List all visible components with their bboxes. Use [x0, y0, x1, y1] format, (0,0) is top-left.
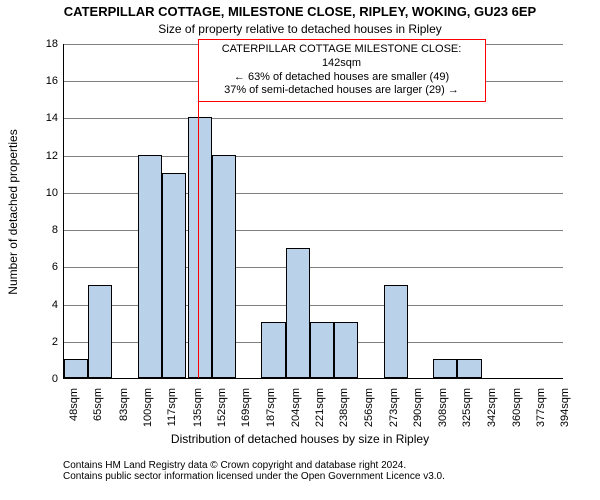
x-tick-label: 152sqm	[216, 384, 228, 438]
histogram-bar	[162, 173, 186, 378]
y-tick-label: 16	[46, 75, 64, 87]
y-tick-label: 18	[46, 38, 64, 50]
x-tick-label: 325sqm	[461, 384, 473, 438]
property-callout: CATERPILLAR COTTAGE MILESTONE CLOSE: 142…	[198, 39, 486, 102]
x-tick-label: 83sqm	[118, 384, 130, 438]
histogram-bar	[334, 322, 358, 378]
callout-line: ← 63% of detached houses are smaller (49…	[205, 71, 479, 85]
x-tick-label: 273sqm	[388, 384, 400, 438]
y-tick-label: 8	[52, 224, 64, 236]
x-tick-label: 394sqm	[559, 384, 571, 438]
x-tick-label: 360sqm	[511, 384, 523, 438]
y-tick-label: 2	[52, 336, 64, 348]
x-tick-label: 65sqm	[92, 384, 104, 438]
histogram-bar	[286, 248, 310, 378]
y-tick-label: 10	[46, 187, 64, 199]
x-tick-label: 221sqm	[314, 384, 326, 438]
x-tick-label: 48sqm	[68, 384, 80, 438]
y-tick-label: 12	[46, 150, 64, 162]
x-tick-label: 256sqm	[363, 384, 375, 438]
x-tick-label: 169sqm	[240, 384, 252, 438]
plot-area: 02468101214161848sqm65sqm83sqm100sqm117s…	[63, 44, 563, 379]
x-tick-label: 117sqm	[166, 384, 178, 438]
x-tick-label: 238sqm	[338, 384, 350, 438]
callout-line: CATERPILLAR COTTAGE MILESTONE CLOSE: 142…	[205, 43, 479, 71]
x-tick-label: 187sqm	[265, 384, 277, 438]
histogram-bar	[433, 359, 457, 378]
histogram-bar	[138, 155, 162, 378]
histogram-bar	[261, 322, 285, 378]
x-tick-label: 308sqm	[437, 384, 449, 438]
x-axis-label: Distribution of detached houses by size …	[0, 432, 600, 446]
footer-line-1: Contains HM Land Registry data © Crown c…	[63, 460, 445, 471]
footer-line-2: Contains public sector information licen…	[63, 471, 445, 482]
x-tick-label: 290sqm	[412, 384, 424, 438]
y-tick-label: 0	[52, 373, 64, 385]
chart-subtitle: Size of property relative to detached ho…	[0, 22, 600, 36]
histogram-bar	[64, 359, 88, 378]
x-tick-label: 342sqm	[486, 384, 498, 438]
chart-title: CATERPILLAR COTTAGE, MILESTONE CLOSE, RI…	[0, 4, 600, 19]
y-axis-label: Number of detached properties	[6, 129, 20, 294]
y-tick-label: 14	[46, 112, 64, 124]
x-tick-label: 377sqm	[535, 384, 547, 438]
histogram-bar	[212, 155, 236, 378]
y-tick-label: 4	[52, 299, 64, 311]
x-tick-label: 135sqm	[192, 384, 204, 438]
x-tick-label: 204sqm	[290, 384, 302, 438]
chart-container: CATERPILLAR COTTAGE, MILESTONE CLOSE, RI…	[0, 0, 600, 500]
x-tick-label: 100sqm	[142, 384, 154, 438]
attribution-footer: Contains HM Land Registry data © Crown c…	[63, 460, 445, 482]
y-gridline	[64, 118, 563, 119]
histogram-bar	[384, 285, 408, 378]
histogram-bar	[188, 117, 212, 378]
histogram-bar	[457, 359, 481, 378]
histogram-bar	[88, 285, 112, 378]
histogram-bar	[310, 322, 334, 378]
y-tick-label: 6	[52, 261, 64, 273]
callout-line: 37% of semi-detached houses are larger (…	[205, 84, 479, 98]
